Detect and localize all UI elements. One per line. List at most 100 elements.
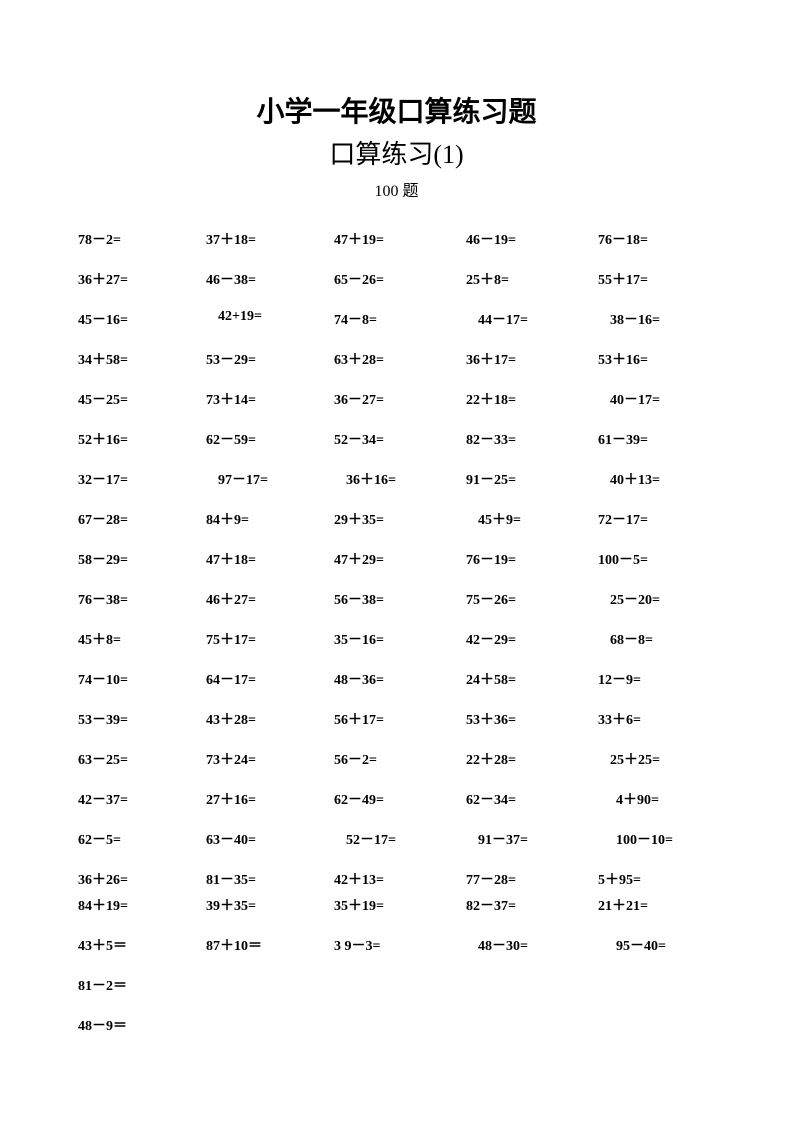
problem-cell: 47＋19= xyxy=(334,229,466,249)
problem-cell: 84＋9= xyxy=(206,509,334,529)
problem-cell: 77－28= xyxy=(466,869,598,889)
problem-cell: 36＋27= xyxy=(78,269,206,289)
problem-cell: 84＋19= xyxy=(78,895,206,915)
problem-cell: 27＋16= xyxy=(206,789,334,809)
problem-row: 32－17=97－17=36＋16=91－25=40＋13= xyxy=(78,469,715,489)
problem-cell: 45－25= xyxy=(78,389,206,409)
problem-row: 45－16=42+19=74－8=44－17=38－16= xyxy=(78,309,715,329)
problem-cell: 42＋13= xyxy=(334,869,466,889)
problem-cell: 58－29= xyxy=(78,549,206,569)
problem-cell: 76－19= xyxy=(466,549,598,569)
problem-cell: 46＋27= xyxy=(206,589,334,609)
problem-cell: 22＋18= xyxy=(466,389,598,409)
problem-cell: 35＋19= xyxy=(334,895,466,915)
problem-cell: 22＋28= xyxy=(466,749,598,769)
problem-cell: 40－17= xyxy=(598,389,715,409)
problem-row: 78－2=37＋18=47＋19=46－19=76－18= xyxy=(78,229,715,249)
problem-cell: 63－25= xyxy=(78,749,206,769)
problem-cell: 53＋16= xyxy=(598,349,715,369)
problem-row: 76－38=46＋27=56－38=75－26=25－20= xyxy=(78,589,715,609)
problem-cell xyxy=(206,1015,334,1035)
problem-cell: 12－9= xyxy=(598,669,715,689)
problem-row: 74－10=64－17=48－36=24＋58=12－9= xyxy=(78,669,715,689)
problem-cell: 48－30= xyxy=(466,935,598,955)
problem-cell: 76－18= xyxy=(598,229,715,249)
problem-cell: 36－27= xyxy=(334,389,466,409)
problem-cell xyxy=(334,1015,466,1035)
problem-cell: 52－34= xyxy=(334,429,466,449)
problem-cell: 68－8= xyxy=(598,629,715,649)
problem-cell: 73＋24= xyxy=(206,749,334,769)
problem-cell: 42－37= xyxy=(78,789,206,809)
problem-cell: 64－17= xyxy=(206,669,334,689)
problem-cell: 36＋26= xyxy=(78,869,206,889)
problem-cell: 53－29= xyxy=(206,349,334,369)
problem-cell: 67－28= xyxy=(78,509,206,529)
problem-cell: 100－10= xyxy=(598,829,715,849)
problem-cell: 29＋35= xyxy=(334,509,466,529)
problem-cell: 75－26= xyxy=(466,589,598,609)
problem-cell: 53－39= xyxy=(78,709,206,729)
problem-cell: 25＋25= xyxy=(598,749,715,769)
problem-cell: 62－34= xyxy=(466,789,598,809)
problem-row: 81－2＝ xyxy=(78,975,715,995)
problem-cell: 32－17= xyxy=(78,469,206,489)
problem-cell: 81－2＝ xyxy=(78,975,206,995)
problem-row: 52＋16=62－59=52－34=82－33=61－39= xyxy=(78,429,715,449)
problem-cell xyxy=(466,1015,598,1035)
problem-cell xyxy=(466,975,598,995)
problem-cell: 38－16= xyxy=(598,309,715,329)
problem-row: 62－5=63－40=52－17=91－37=100－10= xyxy=(78,829,715,849)
problem-row: 34＋58=53－29=63＋28=36＋17=53＋16= xyxy=(78,349,715,369)
problem-cell: 74－8= xyxy=(334,309,466,329)
problem-cell xyxy=(334,975,466,995)
problem-cell: 81－35= xyxy=(206,869,334,889)
problem-cell: 36＋17= xyxy=(466,349,598,369)
problem-cell: 74－10= xyxy=(78,669,206,689)
problem-cell: 42+19= xyxy=(206,309,334,329)
problem-cell: 55＋17= xyxy=(598,269,715,289)
problem-cell: 45＋9= xyxy=(466,509,598,529)
problem-row: 45＋8=75＋17=35－16=42－29=68－8= xyxy=(78,629,715,649)
problem-row: 43＋5＝87＋10＝3 9－3=48－30=95－40= xyxy=(78,935,715,955)
problem-cell: 34＋58= xyxy=(78,349,206,369)
problem-cell: 82－33= xyxy=(466,429,598,449)
page-title-main: 小学一年级口算练习题 xyxy=(78,90,715,130)
problem-cell: 44－17= xyxy=(466,309,598,329)
problem-cell: 62－5= xyxy=(78,829,206,849)
problem-cell: 100－5= xyxy=(598,549,715,569)
problem-row: 84＋19=39＋35=35＋19=82－37=21＋21= xyxy=(78,895,715,915)
problem-cell: 33＋6= xyxy=(598,709,715,729)
problem-cell: 52－17= xyxy=(334,829,466,849)
problem-cell: 97－17= xyxy=(206,469,334,489)
problem-cell: 91－37= xyxy=(466,829,598,849)
problem-cell: 37＋18= xyxy=(206,229,334,249)
problem-cell: 39＋35= xyxy=(206,895,334,915)
problem-cell: 36＋16= xyxy=(334,469,466,489)
problem-cell: 65－26= xyxy=(334,269,466,289)
problem-cell: 42－29= xyxy=(466,629,598,649)
problem-cell: 25－20= xyxy=(598,589,715,609)
problem-row: 53－39=43＋28=56＋17=53＋36=33＋6= xyxy=(78,709,715,729)
page-title-sub: 口算练习(1) xyxy=(78,134,715,171)
problem-cell: 56＋17= xyxy=(334,709,466,729)
problem-cell: 91－25= xyxy=(466,469,598,489)
problem-row: 63－25=73＋24=56－2=22＋28=25＋25= xyxy=(78,749,715,769)
problem-cell xyxy=(206,975,334,995)
problem-cell: 45＋8= xyxy=(78,629,206,649)
problem-row: 42－37=27＋16=62－49=62－34=4＋90= xyxy=(78,789,715,809)
problem-cell: 78－2= xyxy=(78,229,206,249)
problem-cell: 73＋14= xyxy=(206,389,334,409)
problem-cell: 5＋95= xyxy=(598,869,715,889)
problem-count-label: 100 题 xyxy=(78,177,715,201)
problem-cell: 46－19= xyxy=(466,229,598,249)
problem-cell: 35－16= xyxy=(334,629,466,649)
problem-cell: 43＋28= xyxy=(206,709,334,729)
problem-cell: 53＋36= xyxy=(466,709,598,729)
problem-cell: 63＋28= xyxy=(334,349,466,369)
problem-cell: 43＋5＝ xyxy=(78,935,206,955)
problem-cell: 52＋16= xyxy=(78,429,206,449)
problem-cell: 46－38= xyxy=(206,269,334,289)
problem-row: 36＋27=46－38=65－26=25＋8=55＋17= xyxy=(78,269,715,289)
problem-cell: 76－38= xyxy=(78,589,206,609)
